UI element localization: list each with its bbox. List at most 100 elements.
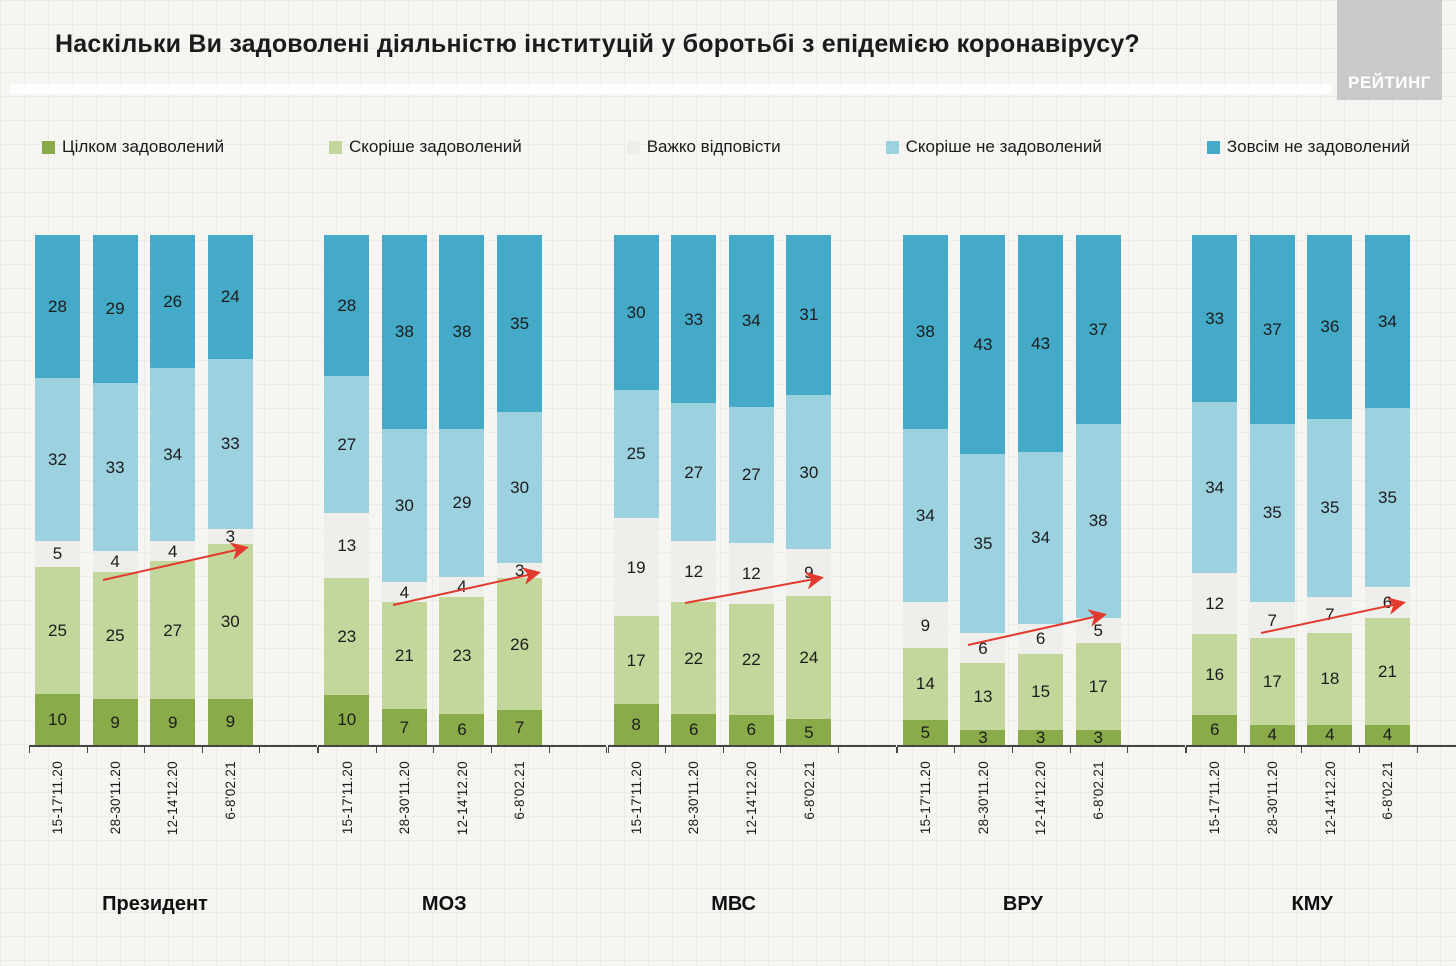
bar-segment: 26 (150, 235, 196, 368)
bar-segment: 12 (728, 543, 774, 604)
bar-segment: 3 (960, 729, 1006, 746)
stacked-bar: 7 26 3 30 35 (497, 235, 543, 745)
segment-value: 27 (741, 465, 761, 485)
segment-value: 31 (799, 305, 819, 325)
segment-value: 6 (1035, 629, 1046, 649)
segment-value: 6 (1382, 592, 1393, 612)
bar-segment: 32 (35, 377, 80, 541)
bar-segment: 38 (1075, 423, 1121, 618)
legend-swatch-icon (42, 140, 55, 154)
segment-value: 3 (514, 561, 525, 581)
charts-row: 10 25 5 32 28 9 25 4 33 29 9 27 4 34 26 9 30 3 33 24 15-17'1… (29, 235, 1456, 916)
legend-label: Важко відповісти (646, 137, 781, 156)
segment-value: 38 (394, 322, 414, 342)
chart-group: 8 17 19 25 30 6 22 12 27 33 6 22 12 27 34 5 24 9 30 31 15-17… (607, 235, 897, 916)
date-label: 15-17'11.20 (1186, 761, 1244, 881)
segment-value: 35 (973, 534, 993, 554)
segment-value: 35 (510, 313, 530, 333)
segment-value: 3 (225, 526, 236, 546)
legend-label: Цілком задоволений (62, 137, 225, 156)
axis-tick (607, 747, 609, 753)
stacked-bar: 8 17 19 25 30 (613, 235, 659, 745)
x-axis (896, 745, 1186, 755)
segment-value: 9 (804, 562, 814, 582)
axis-tick (954, 747, 956, 753)
bar-segment: 35 (960, 454, 1006, 633)
segment-value: 8 (631, 714, 641, 734)
bar-segment: 31 (786, 235, 832, 395)
stacked-bar: 6 16 12 34 33 (1192, 235, 1238, 745)
segment-value: 10 (48, 710, 67, 729)
bar-segment: 30 (497, 411, 543, 564)
bar-segment: 6 (671, 714, 717, 745)
segment-value: 7 (1267, 610, 1278, 630)
segment-value: 25 (48, 620, 67, 640)
x-axis (607, 745, 897, 755)
group-title: МОЗ (421, 893, 467, 915)
bar-segment: 34 (728, 235, 774, 407)
axis-tick (491, 747, 493, 753)
date-label: 28-30'11.20 (665, 761, 723, 881)
segment-value: 38 (915, 322, 935, 342)
axis-tick (722, 747, 724, 753)
bar-segment: 28 (35, 235, 80, 378)
segment-value: 4 (1382, 725, 1393, 745)
stacked-bar: 9 27 4 34 26 (150, 235, 196, 745)
bar-segment: 27 (150, 561, 196, 700)
segment-value: 16 (1205, 664, 1225, 684)
segment-value: 17 (626, 650, 646, 670)
segment-value: 34 (915, 506, 935, 526)
bar-segment: 14 (902, 648, 948, 720)
segment-value: 27 (337, 435, 357, 455)
bar-segment: 21 (1364, 617, 1410, 725)
segment-value: 19 (626, 557, 646, 577)
bar-segment: 38 (381, 235, 427, 429)
bar-segment: 4 (1364, 724, 1410, 745)
bar-segment: 34 (902, 428, 948, 603)
date-labels: 15-17'11.20 28-30'11.20 12-14'12.20 6-8'02.… (608, 755, 896, 881)
bar-plot: 10 25 5 32 28 9 25 4 33 29 9 27 4 34 26 9 30 3 33 24 (29, 235, 317, 745)
axis-tick (1186, 747, 1188, 753)
segment-value: 12 (741, 563, 761, 583)
segment-value: 30 (220, 611, 240, 631)
bar-segment: 12 (671, 541, 717, 603)
bar-plot: 5 14 9 34 38 3 13 6 35 43 3 15 6 34 43 3 17 5 38 37 (897, 235, 1185, 746)
chart-group: 6 16 12 34 33 4 17 7 35 37 4 18 7 35 36 4 21 6 35 34 15-17'1… (1186, 235, 1456, 916)
x-axis (1186, 745, 1456, 755)
segment-value: 6 (1209, 720, 1220, 740)
bar-segment: 29 (92, 235, 138, 383)
segment-value: 4 (1267, 725, 1278, 745)
axis-tick (318, 747, 320, 753)
legend-label: Скоріше задоволений (349, 137, 522, 156)
axis-tick (895, 747, 897, 753)
segment-value: 9 (225, 712, 236, 732)
segment-value: 30 (799, 462, 819, 482)
segment-value: 34 (163, 444, 183, 464)
legend-label: Скоріше не задоволений (905, 137, 1102, 156)
date-label: 6-8'02.21 (1070, 761, 1128, 881)
bar-segment: 9 (207, 698, 253, 745)
segment-value: 30 (394, 495, 414, 515)
segment-value: 37 (1262, 319, 1282, 339)
bar-segment: 30 (786, 394, 832, 550)
axis-tick (1184, 747, 1186, 753)
axis-tick (606, 747, 608, 753)
bar-segment: 23 (324, 578, 370, 695)
stacked-bar: 7 21 4 30 38 (381, 235, 427, 745)
segment-value: 4 (457, 577, 467, 597)
segment-value: 27 (684, 462, 704, 482)
date-label: 15-17'11.20 (29, 761, 87, 881)
bar-segment: 29 (439, 428, 485, 577)
date-label-text: 28-30'11.20 (107, 761, 123, 835)
legend-swatch-icon (626, 140, 640, 154)
segment-value: 9 (167, 712, 178, 732)
date-label-text: 28-30'11.20 (975, 761, 991, 835)
date-label-text: 12-14'12.20 (454, 761, 470, 836)
date-label-text: 6-8'02.21 (1380, 761, 1396, 820)
segment-value: 38 (452, 322, 472, 342)
segment-value: 38 (1088, 511, 1108, 531)
segment-value: 6 (688, 720, 699, 740)
bar-segment: 9 (150, 699, 196, 745)
segment-value: 43 (1031, 334, 1051, 354)
bar-segment: 33 (1192, 235, 1238, 402)
